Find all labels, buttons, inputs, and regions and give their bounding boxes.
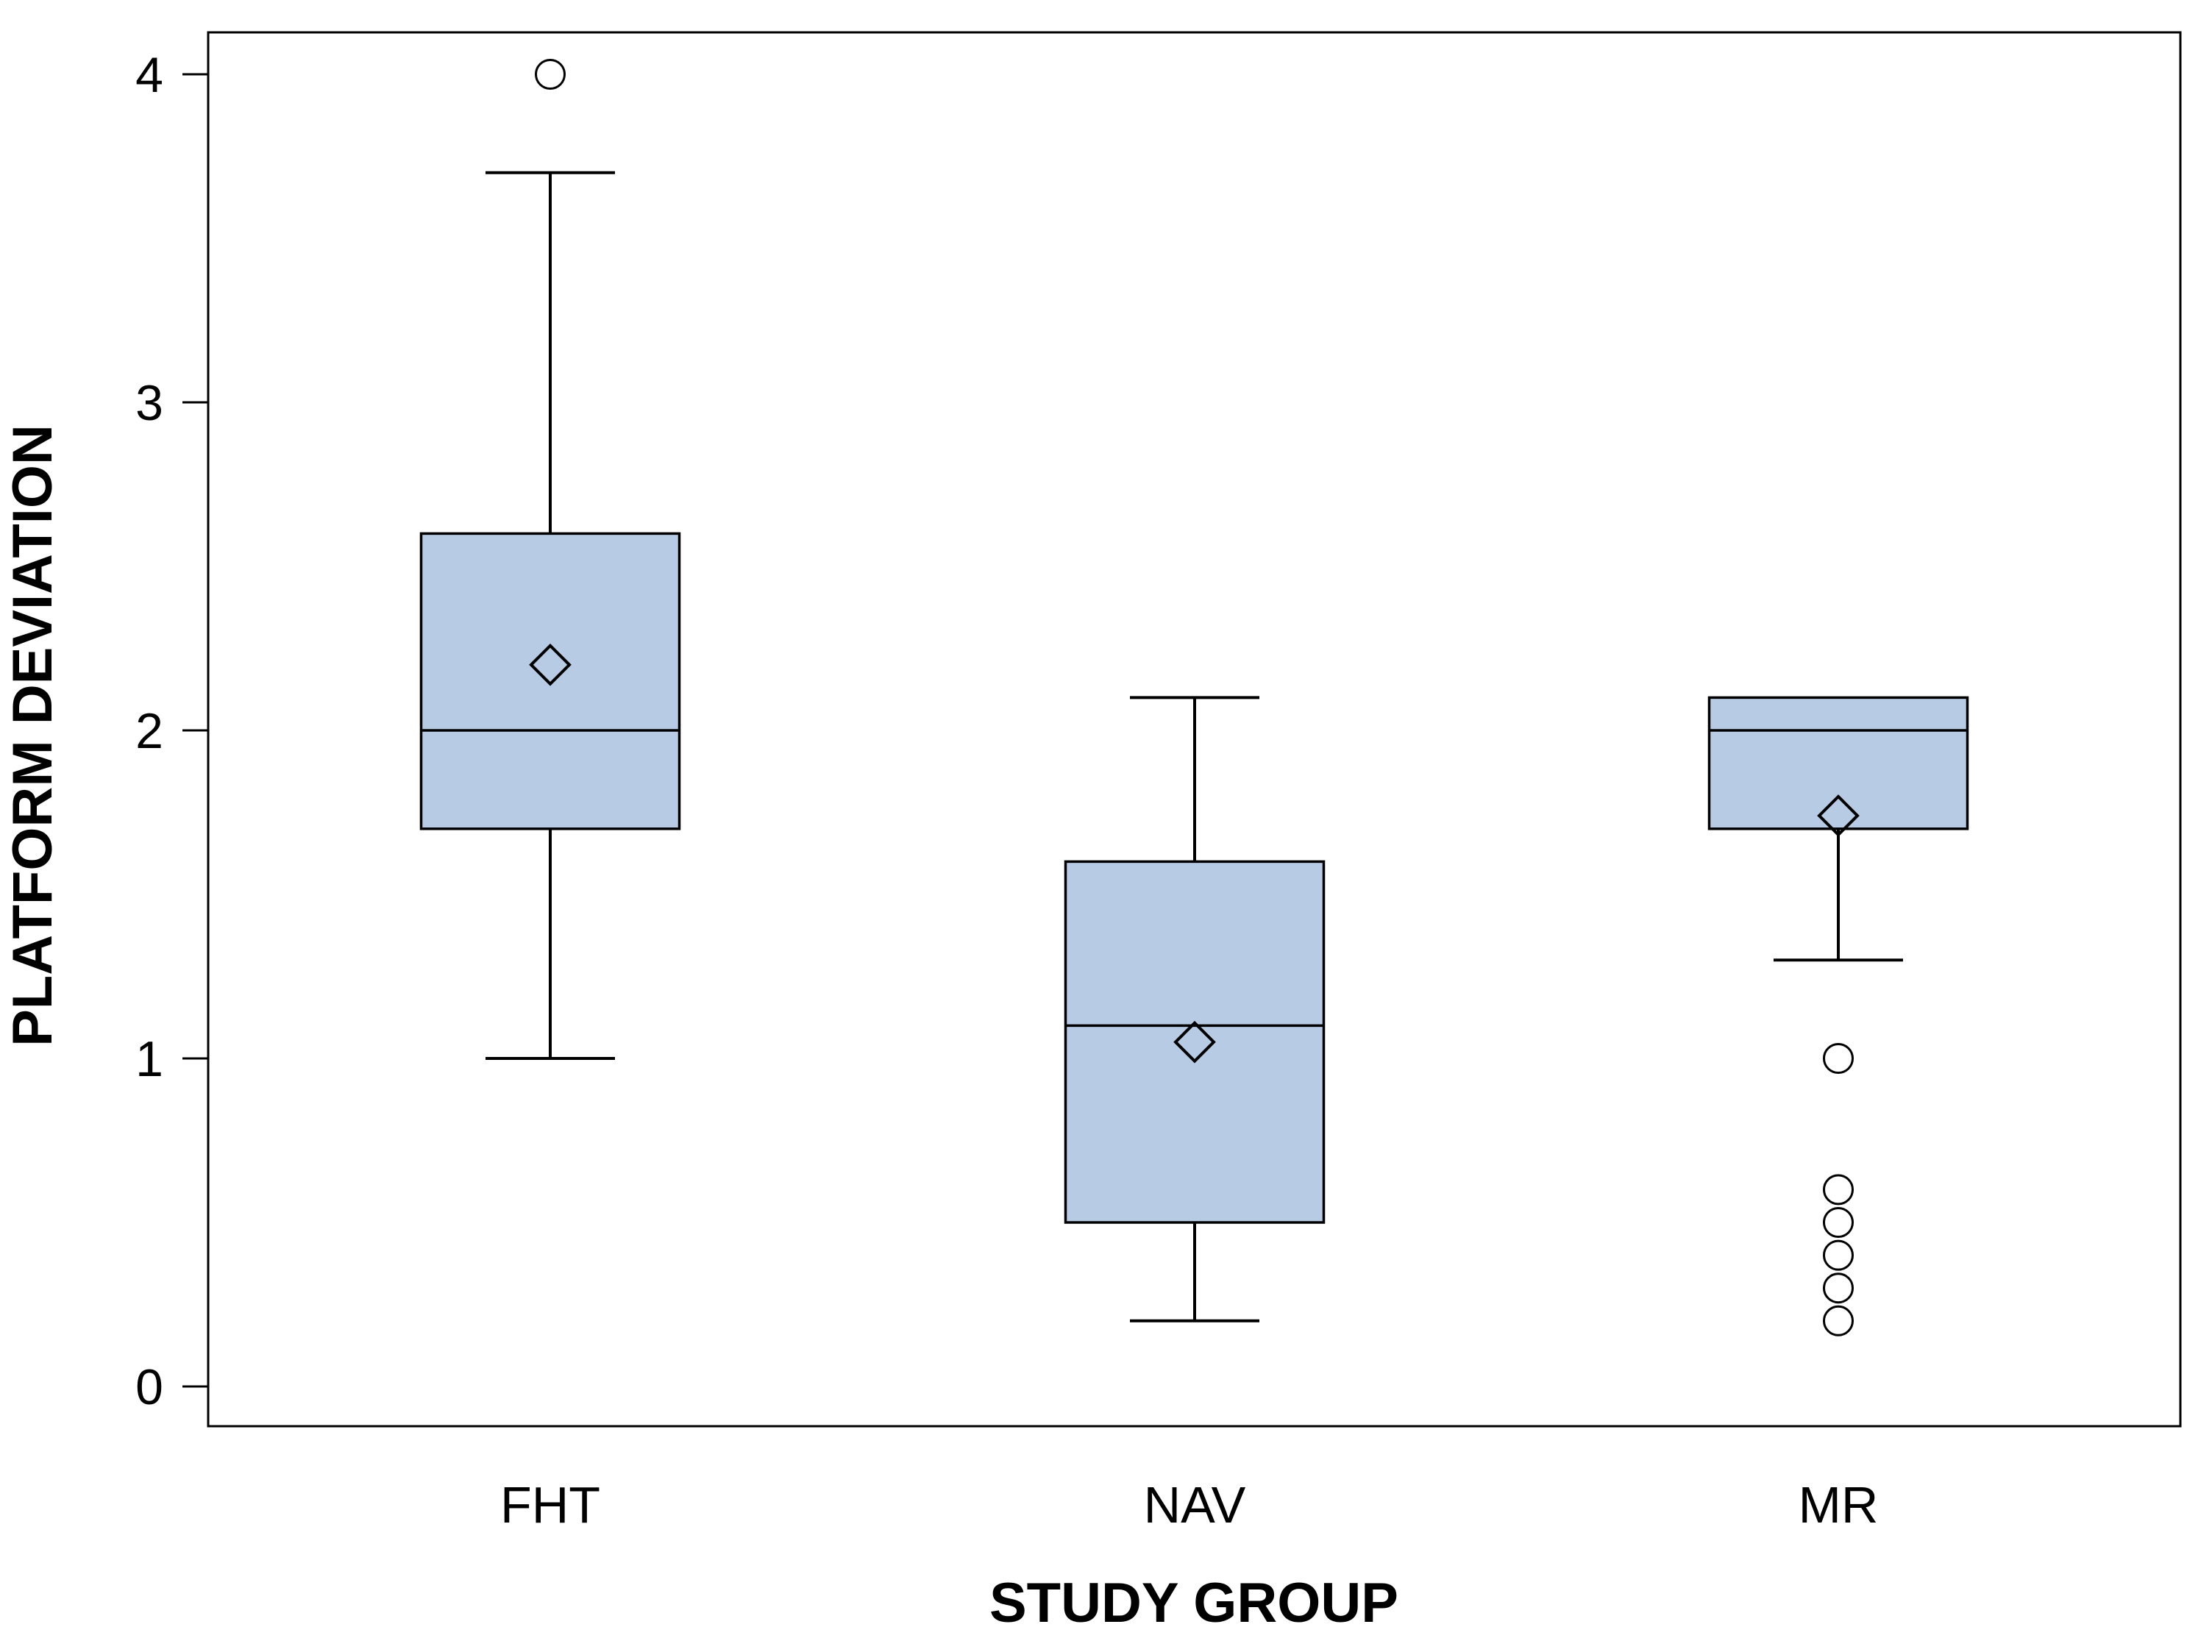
outlier-circle <box>1823 1239 1854 1271</box>
y-tick-label-0: 0 <box>135 1359 163 1415</box>
outlier-circle <box>1823 1174 1854 1206</box>
outlier-circle <box>1823 1305 1854 1336</box>
mean-diamond <box>1817 794 1860 837</box>
y-tick-label-4: 4 <box>135 47 163 103</box>
x-axis-labels: FHT NAV MR <box>500 1476 1878 1534</box>
x-category-label-mr: MR <box>1799 1476 1879 1534</box>
outlier-circle <box>1823 1272 1854 1304</box>
iqr-box <box>419 532 681 830</box>
outlier-circle <box>535 59 566 90</box>
marks-layer <box>419 59 1969 1336</box>
y-tick-label-2: 2 <box>135 703 163 759</box>
outlier-circle <box>1823 1043 1854 1074</box>
y-axis-title: PLATFORM DEVIATION <box>1 424 64 1047</box>
x-category-label-nav: NAV <box>1144 1476 1246 1534</box>
box-group-nav <box>1064 696 1326 1322</box>
y-axis: 0 1 2 3 4 <box>135 47 208 1415</box>
y-tick-label-1: 1 <box>135 1031 163 1087</box>
box-group-mr <box>1707 696 1969 1336</box>
y-tick-label-3: 3 <box>135 375 163 431</box>
x-category-label-fht: FHT <box>500 1476 600 1534</box>
box-group-fht <box>419 59 681 1060</box>
outlier-circle <box>1823 1207 1854 1238</box>
mean-diamond <box>1173 1020 1216 1064</box>
mean-diamond <box>529 643 572 686</box>
iqr-box <box>1064 860 1326 1224</box>
iqr-box <box>1707 696 1969 830</box>
x-axis-title: STUDY GROUP <box>989 1572 1398 1634</box>
